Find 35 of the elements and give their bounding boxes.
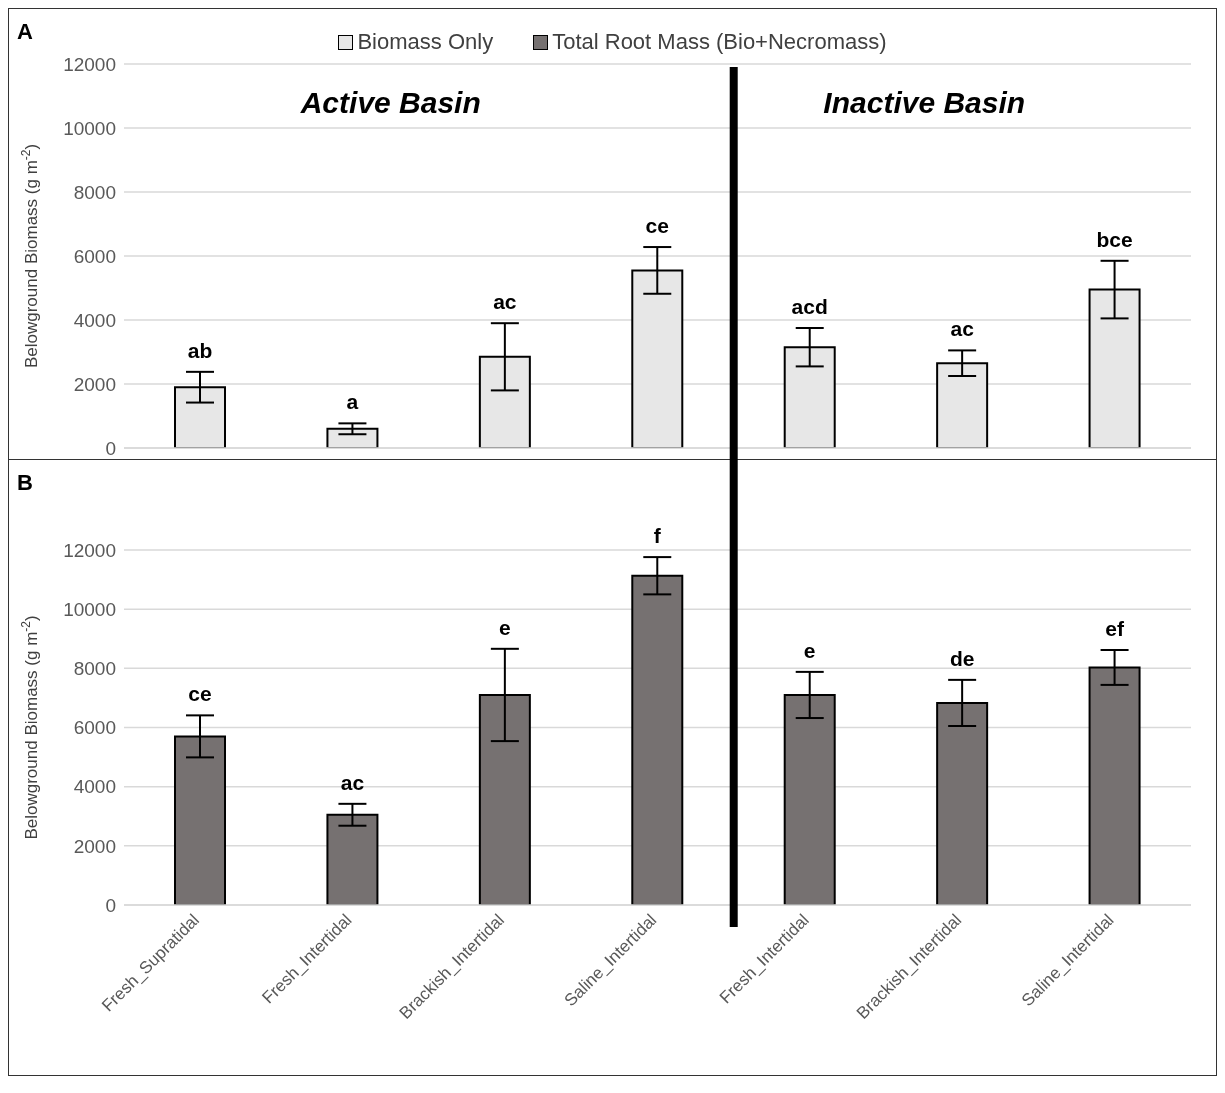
y-tick-label: 4000 — [73, 309, 116, 331]
y-tick-label: 8000 — [73, 658, 116, 680]
y-tick-label: 2000 — [73, 835, 116, 857]
data-label: acd — [791, 295, 828, 318]
y-tick-label: 6000 — [73, 245, 116, 267]
y-tick-label: 8000 — [73, 181, 116, 203]
data-label: e — [803, 638, 816, 662]
data-label: ac — [950, 317, 975, 341]
data-label: f — [653, 524, 662, 548]
y-tick-label: 4000 — [73, 776, 116, 798]
data-label: ce — [188, 682, 212, 706]
data-label: ac — [493, 290, 517, 314]
annotation: Inactive Basin — [822, 86, 1027, 120]
annotation: Active Basin — [299, 86, 482, 120]
y-tick-label: 6000 — [73, 717, 116, 739]
text: B — [17, 470, 33, 496]
y-tick-label: 0 — [105, 894, 116, 916]
y-tick-label: 12000 — [63, 539, 116, 561]
text: A — [17, 19, 33, 45]
y-tick-label: 2000 — [73, 373, 116, 395]
data-label: ab — [187, 338, 213, 362]
data-label: bce — [1096, 227, 1133, 251]
legend-label: Total Root Mass (Bio+Necromass) — [551, 29, 887, 55]
data-label: ce — [645, 214, 669, 238]
data-label: e — [499, 615, 511, 639]
y-tick-label: 0 — [105, 437, 116, 459]
bar — [326, 427, 379, 448]
data-label: a — [346, 390, 359, 414]
legend-label: Biomass Only — [356, 29, 494, 55]
y-tick-label: 12000 — [63, 53, 116, 75]
y-tick-label: 10000 — [63, 117, 116, 139]
y-tick-label: 10000 — [63, 598, 116, 620]
data-label: de — [949, 646, 975, 670]
data-label: ef — [1105, 616, 1125, 640]
data-label: ac — [340, 770, 365, 794]
